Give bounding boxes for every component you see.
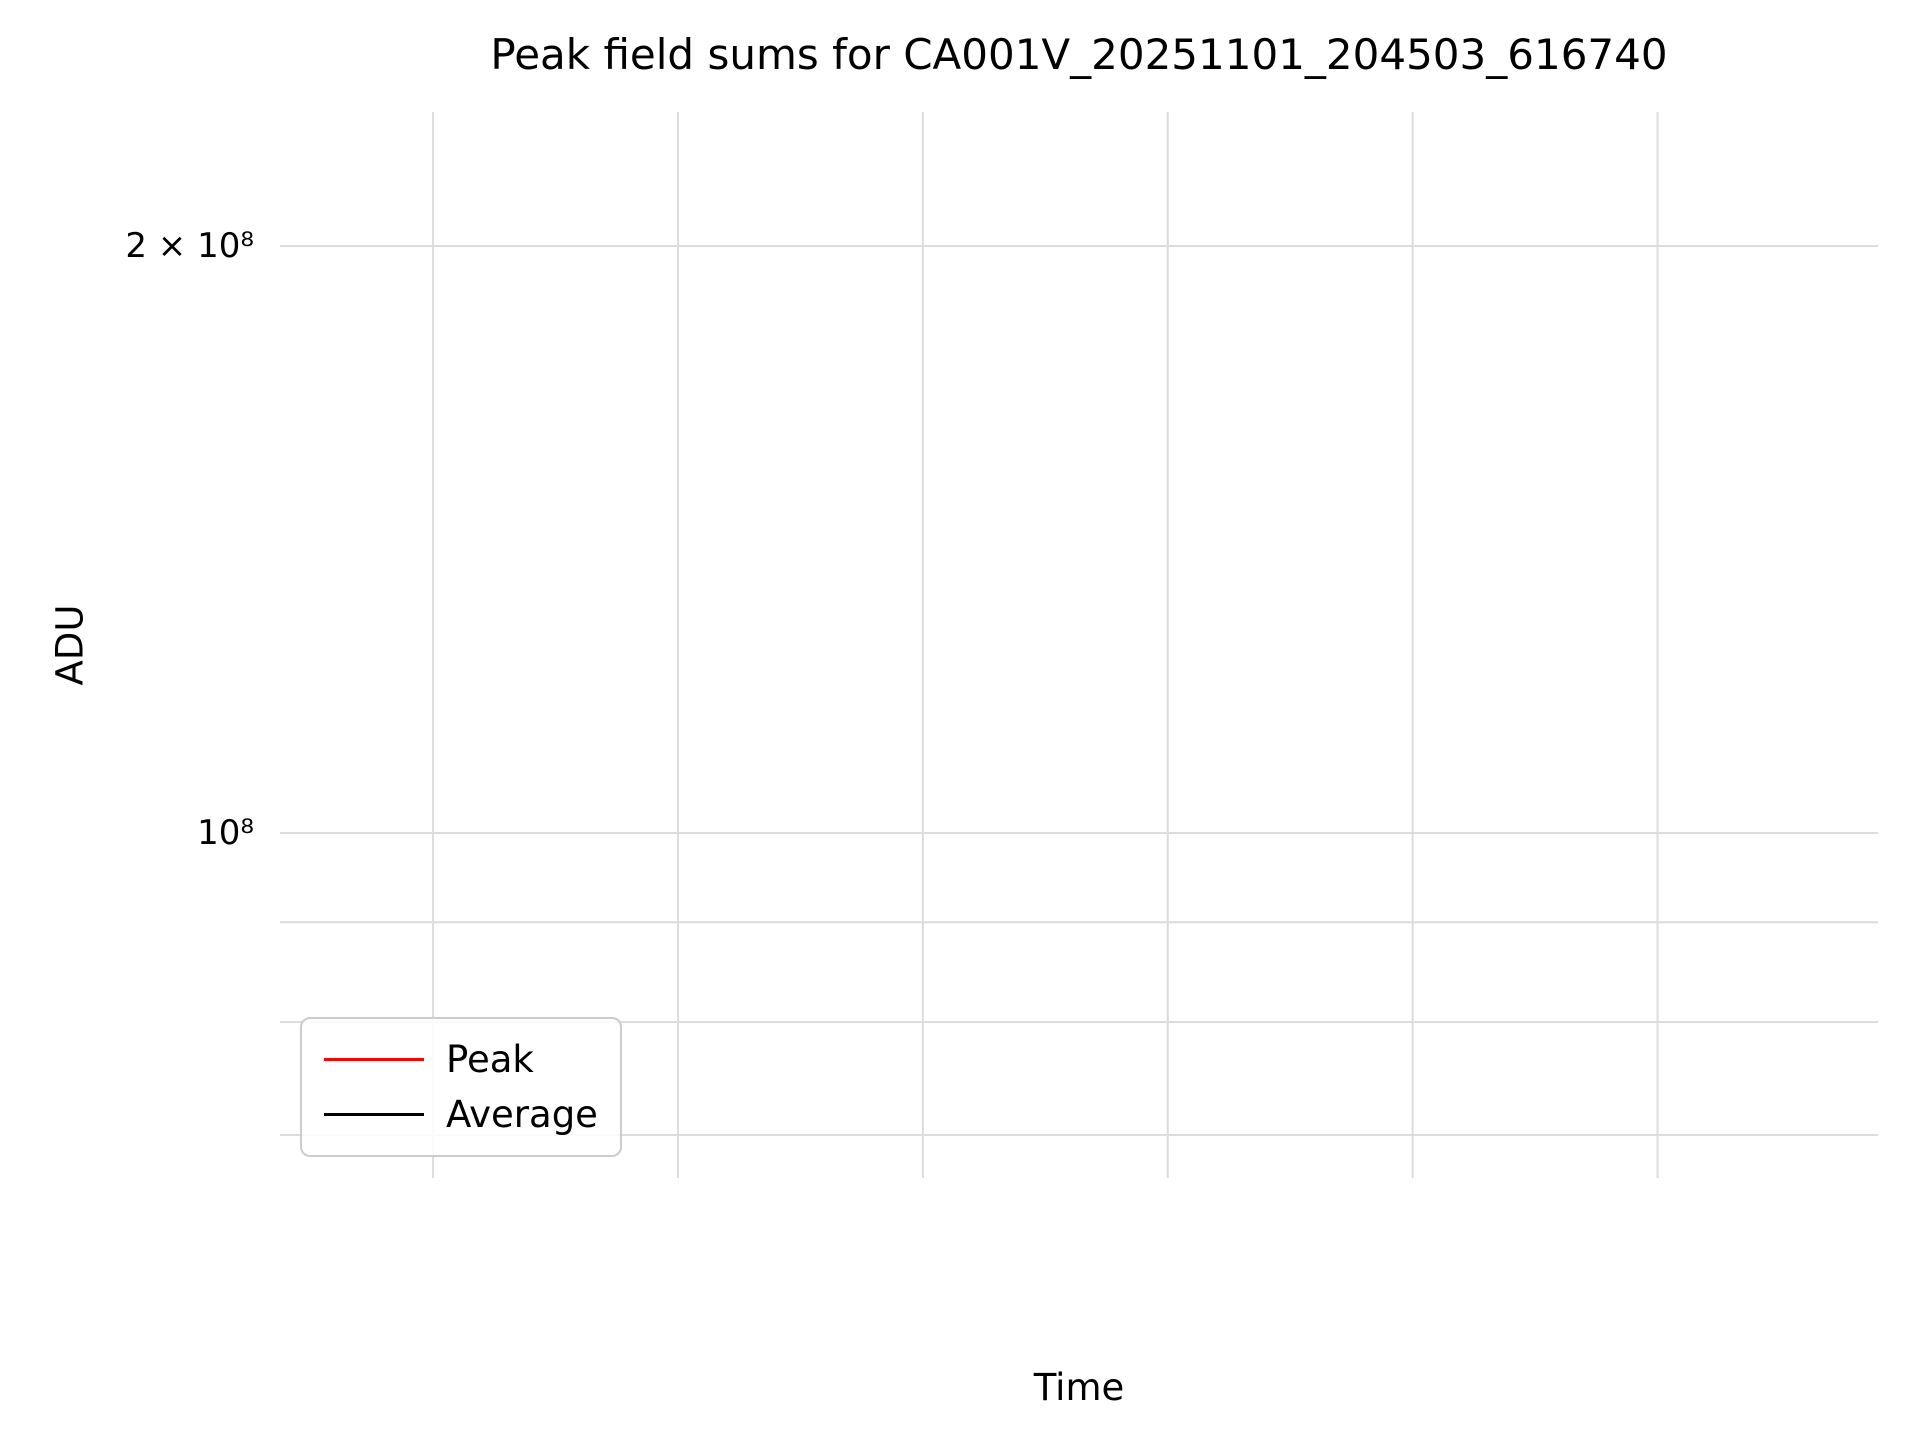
average-line-swatch <box>324 1113 424 1117</box>
y-tick-label-1e8: 10⁸ <box>197 813 254 853</box>
legend-label-peak: Peak <box>446 1037 534 1081</box>
x-axis-label: Time <box>1033 1366 1125 1409</box>
legend-item-average: Average <box>302 1093 620 1136</box>
y-tick-label-2e8: 2 × 10⁸ <box>125 226 254 266</box>
legend: Peak Average <box>300 1017 622 1157</box>
chart-title: Peak field sums for CA001V_20251101_2045… <box>490 30 1668 79</box>
peak-line-swatch <box>324 1057 424 1061</box>
legend-label-average: Average <box>446 1093 598 1137</box>
legend-item-peak: Peak <box>302 1038 620 1081</box>
y-axis-label: ADU <box>48 604 92 686</box>
